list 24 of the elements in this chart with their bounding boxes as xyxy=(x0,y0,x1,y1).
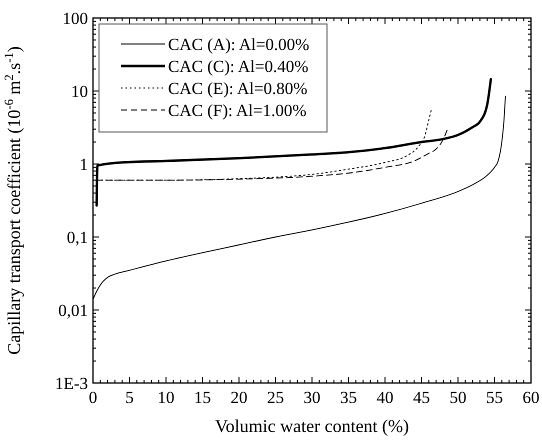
x-tick-label: 5 xyxy=(125,388,134,407)
x-tick-label: 45 xyxy=(413,388,430,407)
x-tick-label: 50 xyxy=(450,388,466,407)
x-tick-label: 60 xyxy=(522,388,540,407)
x-tick-label: 35 xyxy=(340,388,357,407)
legend-label: CAC (C): Al=0.40% xyxy=(168,57,308,76)
x-tick-label: 25 xyxy=(267,388,284,407)
x-axis-title: Volumic water content (%) xyxy=(214,416,410,436)
x-tick-label: 40 xyxy=(376,388,394,407)
y-tick-label: 1 xyxy=(80,155,88,174)
y-tick-label: 1E-3 xyxy=(54,374,88,393)
y-tick-label: 10 xyxy=(71,82,88,101)
x-tick-label: 15 xyxy=(194,388,211,407)
y-tick-label: 100 xyxy=(62,9,88,28)
y-tick-label: 0,01 xyxy=(58,301,88,320)
x-tick-label: 55 xyxy=(486,388,503,407)
x-tick-label: 30 xyxy=(304,388,320,407)
legend-label: CAC (F): Al=1.00% xyxy=(168,101,307,120)
legend-label: CAC (A): Al=0.00% xyxy=(168,35,310,54)
legend-label: CAC (E): Al=0.80% xyxy=(168,79,308,98)
x-tick-label: 10 xyxy=(158,388,174,407)
x-tick-label: 0 xyxy=(88,388,98,407)
x-tick-label: 20 xyxy=(230,388,248,407)
y-tick-label: 0,1 xyxy=(66,228,88,247)
